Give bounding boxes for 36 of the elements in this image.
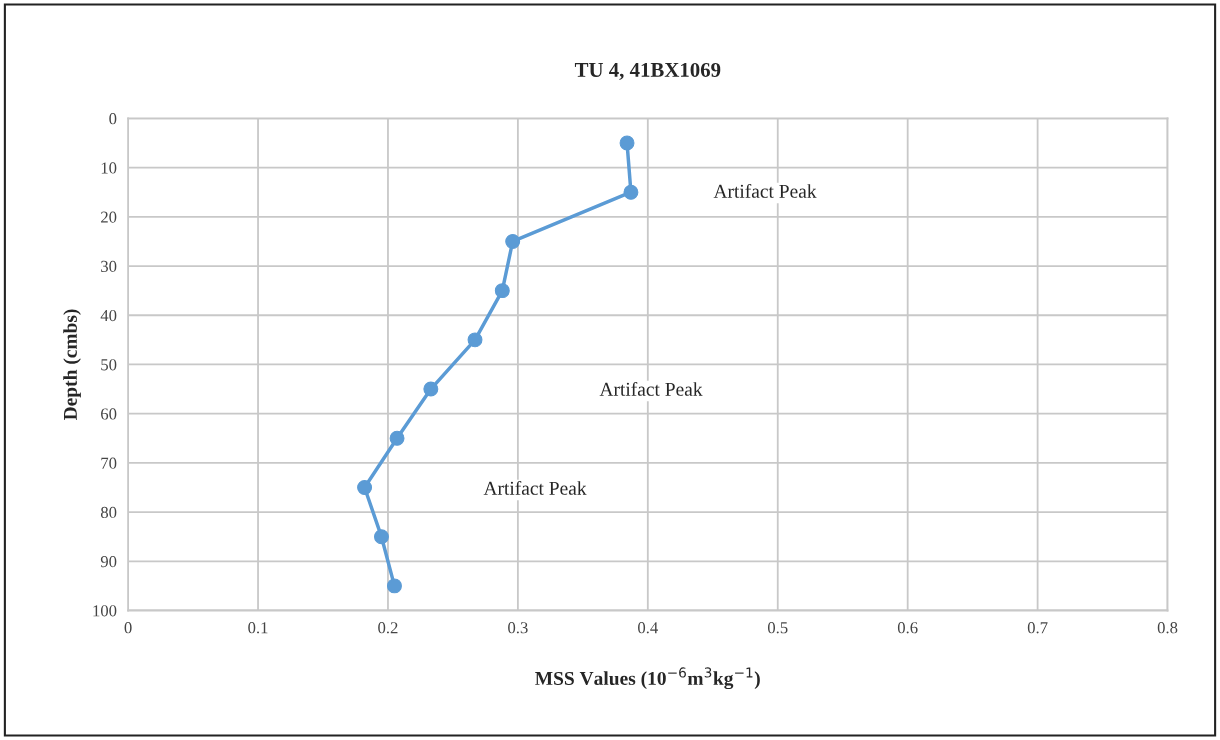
annotation: Artifact Peak — [483, 480, 587, 495]
y-tick-label: 20 — [101, 211, 117, 223]
point — [423, 381, 439, 397]
y-tick-label: 90 — [100, 555, 117, 568]
annotation: Artifact Peak — [599, 381, 703, 396]
y-tick-label: 50 — [101, 359, 117, 371]
point — [389, 430, 405, 446]
y-tick-label: 60 — [101, 408, 117, 420]
point — [623, 184, 639, 200]
y-tick-label: 30 — [101, 260, 117, 272]
point — [467, 332, 483, 348]
point — [357, 480, 373, 495]
point — [374, 529, 389, 545]
chart-title: TU 4, 41BX1069 — [574, 62, 721, 80]
y-tick-label: 0 — [109, 113, 117, 125]
y-tick-label: 40 — [100, 309, 117, 322]
x-tick-label: 0 — [124, 622, 132, 634]
point — [494, 283, 510, 299]
y-axis-title: Depth (cmbs) — [63, 309, 81, 420]
x-axis-title: MSS Values (10$^{−6}$m$^{3}$kg$^{−1}$) — [535, 667, 760, 690]
point — [386, 578, 402, 594]
annotation: Artifact Peak — [713, 183, 817, 198]
y-tick-label: 70 — [101, 457, 117, 469]
x-tick-label: 0.3 — [508, 622, 528, 634]
x-tick-label: 0.6 — [897, 622, 918, 634]
y-tick-label: 80 — [100, 506, 117, 519]
y-tick-label: 100 — [93, 605, 117, 617]
x-tick-label: 0.4 — [638, 622, 658, 634]
x-tick-label: 0.8 — [1157, 622, 1178, 634]
y-tick-label: 10 — [101, 162, 117, 174]
point — [505, 233, 521, 249]
x-tick-label: 0.1 — [248, 622, 268, 634]
x-tick-label: 0.2 — [378, 622, 398, 634]
point — [619, 135, 635, 151]
x-tick-label: 0.7 — [1027, 622, 1048, 634]
x-tick-label: 0.5 — [767, 622, 788, 634]
